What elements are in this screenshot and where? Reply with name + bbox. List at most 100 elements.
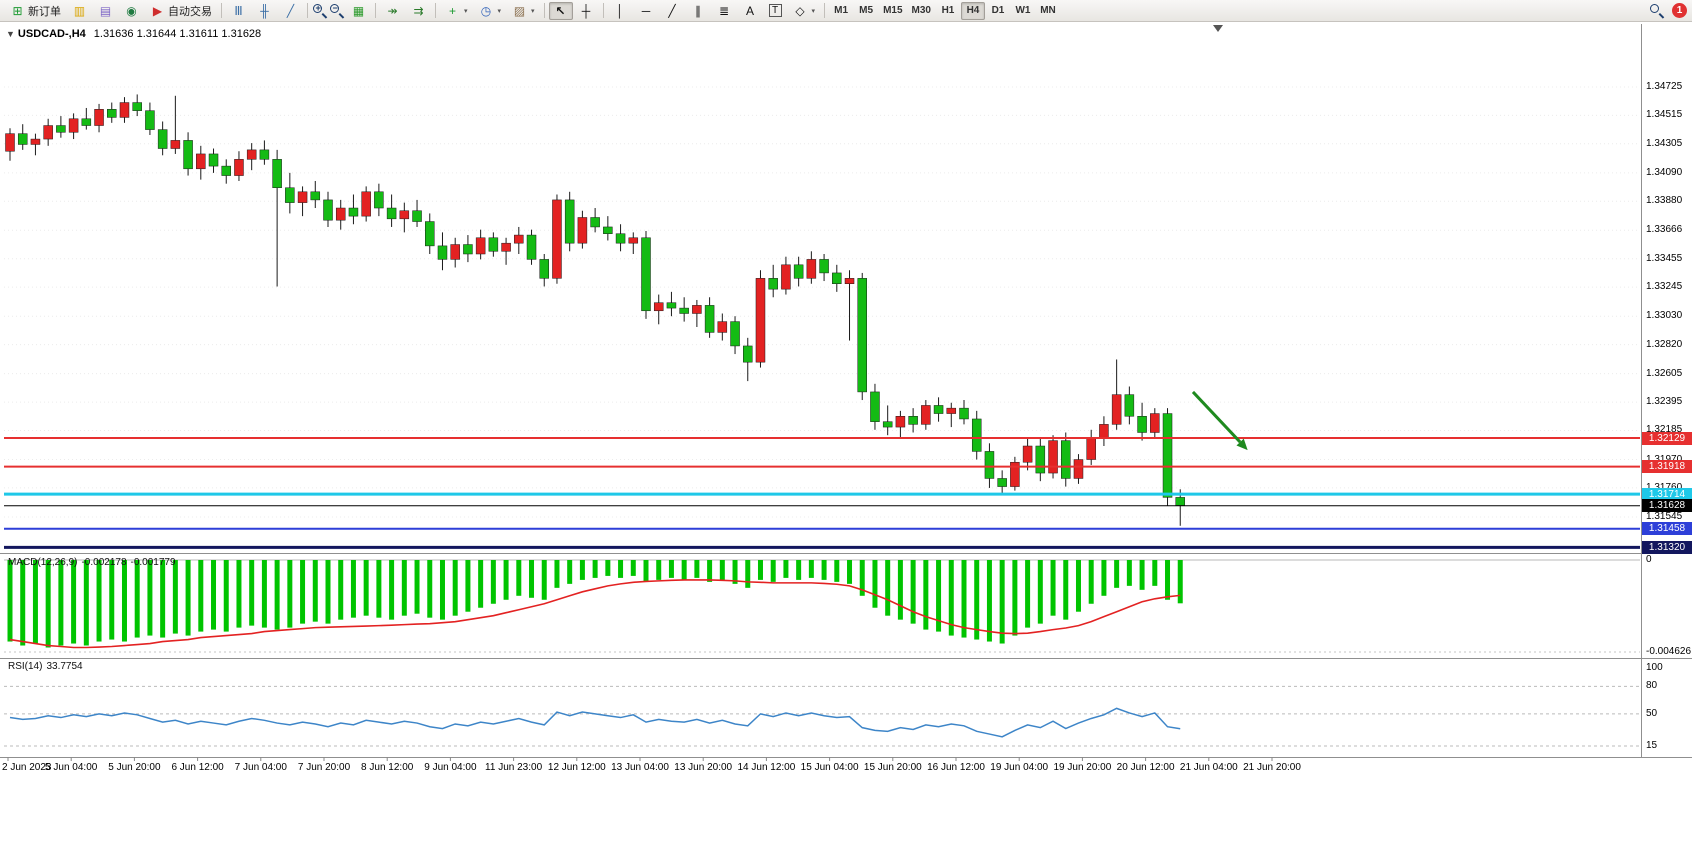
market-watch-icon[interactable]: ▥ bbox=[67, 1, 92, 21]
line-chart-button[interactable]: ╱ bbox=[278, 1, 303, 21]
shapes-button[interactable]: ◇ ▾ bbox=[788, 1, 821, 21]
resistance-line-lower-price-tag[interactable]: 1.31918 bbox=[1642, 460, 1692, 474]
support-line-cyan-price-tag[interactable]: 1.31714 bbox=[1642, 487, 1692, 501]
candle-body bbox=[56, 125, 66, 133]
new-order-button[interactable]: ⊞ 新订单 bbox=[5, 1, 66, 21]
tile-windows-button[interactable]: ▦ bbox=[346, 1, 371, 21]
periods-button[interactable]: ◷ ▾ bbox=[474, 1, 507, 21]
candlestick-chart-button[interactable]: ╫ bbox=[252, 1, 277, 21]
indicators-button[interactable]: + ▾ bbox=[440, 1, 473, 21]
equidistant-channel-button[interactable]: ∥ bbox=[686, 1, 711, 21]
timeframe-m15[interactable]: M15 bbox=[883, 5, 903, 16]
timeframe-d1[interactable]: D1 bbox=[991, 5, 1005, 16]
macd-histogram-bar bbox=[821, 560, 827, 580]
candle-body bbox=[475, 237, 486, 255]
macd-histogram-bar bbox=[172, 560, 178, 634]
autotrading-button[interactable]: ▶ 自动交易 bbox=[145, 1, 217, 21]
macd-histogram-bar bbox=[414, 560, 420, 614]
notification-badge[interactable]: 1 bbox=[1672, 3, 1687, 18]
candle-body bbox=[501, 242, 511, 252]
auto-scroll-button[interactable]: ↠ bbox=[380, 1, 405, 21]
bid-price-line-price-tag[interactable]: 1.31628 bbox=[1642, 499, 1692, 513]
text-label-button[interactable]: T bbox=[764, 1, 787, 21]
community-icon[interactable]: ◉ bbox=[119, 1, 144, 21]
candle-body bbox=[819, 259, 829, 274]
fibonacci-button[interactable]: ≣ bbox=[712, 1, 737, 21]
candle-body bbox=[361, 191, 371, 217]
candle-body bbox=[921, 405, 931, 425]
resistance-line-upper-price-tag[interactable]: 1.32129 bbox=[1642, 431, 1692, 445]
vertical-line-button[interactable]: │ bbox=[608, 1, 633, 21]
macd-signal-line bbox=[9, 579, 1181, 649]
crosshair-icon: ┼ bbox=[581, 3, 591, 18]
text-button[interactable]: A bbox=[738, 1, 763, 21]
candle-body bbox=[653, 302, 664, 312]
candle-body bbox=[1162, 413, 1173, 498]
support-line-blue-price-tag[interactable]: 1.31458 bbox=[1642, 522, 1692, 536]
candle-body bbox=[984, 451, 995, 479]
profiles-icon[interactable]: ▤ bbox=[93, 1, 118, 21]
timeframe-mn[interactable]: MN bbox=[1040, 5, 1056, 16]
timeframe-m1[interactable]: M1 bbox=[834, 5, 849, 16]
macd-histogram-bar bbox=[618, 560, 624, 578]
templates-icon: ▨ bbox=[513, 3, 526, 18]
timeframe-h4[interactable]: H4 bbox=[960, 1, 985, 20]
macd-histogram-bar bbox=[1152, 560, 1158, 586]
macd-histogram-bar bbox=[1139, 560, 1145, 590]
horizontal-line-button[interactable]: ─ bbox=[634, 1, 659, 21]
zoom-out-button[interactable]: − bbox=[329, 3, 345, 19]
collapse-triangle-icon[interactable]: ▼ bbox=[6, 29, 15, 39]
chart-symbol-period: USDCAD-,H4 bbox=[17, 28, 86, 40]
bar-chart-button[interactable]: Ⅲ bbox=[226, 1, 251, 21]
macd-histogram-bar bbox=[668, 560, 674, 578]
candle-body bbox=[1099, 424, 1109, 439]
arrow-annotation-head[interactable] bbox=[1236, 438, 1248, 451]
arrow-annotation-line[interactable] bbox=[1191, 390, 1242, 444]
tile-windows-icon: ▦ bbox=[352, 3, 365, 18]
support-line-navy-price-tag[interactable]: 1.31320 bbox=[1642, 540, 1692, 554]
crosshair-button[interactable]: ┼ bbox=[574, 1, 599, 21]
chevron-down-icon[interactable]: ▾ bbox=[531, 7, 535, 15]
timeframe-m5[interactable]: M5 bbox=[859, 5, 874, 16]
candle-body bbox=[590, 217, 600, 228]
macd-histogram-bar bbox=[401, 560, 407, 616]
macd-histogram-bar bbox=[350, 560, 356, 618]
macd-histogram-bar bbox=[376, 560, 382, 618]
search-button[interactable] bbox=[1649, 3, 1665, 19]
chart-shift-button[interactable]: ⇉ bbox=[406, 1, 431, 21]
chevron-down-icon[interactable]: ▾ bbox=[811, 7, 816, 15]
trendline-button[interactable]: ╱ bbox=[660, 1, 685, 21]
cursor-button[interactable]: ↖ bbox=[548, 1, 573, 20]
timeframe-m30[interactable]: M30 bbox=[911, 5, 931, 16]
candle-body bbox=[514, 234, 524, 244]
profiles-icon-icon: ▤ bbox=[99, 3, 112, 18]
text-icon: A bbox=[746, 3, 755, 18]
chevron-down-icon[interactable]: ▾ bbox=[464, 7, 468, 15]
macd-histogram-bar bbox=[923, 560, 929, 630]
chevron-down-icon[interactable]: ▾ bbox=[497, 7, 502, 15]
candle-body bbox=[1137, 416, 1147, 433]
periods-icon: ◷ bbox=[480, 3, 492, 18]
candle-body bbox=[908, 416, 918, 425]
candle-body bbox=[628, 237, 639, 244]
macd-histogram-bar bbox=[503, 560, 509, 600]
candle-body bbox=[641, 237, 651, 312]
timeframe-h1[interactable]: H1 bbox=[941, 5, 955, 16]
candle-body bbox=[743, 345, 753, 363]
timeframe-w1[interactable]: W1 bbox=[1015, 5, 1031, 16]
macd-histogram-bar bbox=[707, 560, 713, 582]
candle-body bbox=[1048, 440, 1058, 474]
templates-button[interactable]: ▨ ▾ bbox=[507, 1, 540, 21]
indicators-icon: + bbox=[448, 3, 456, 18]
trendline-icon: ╱ bbox=[668, 3, 676, 18]
candle-body bbox=[806, 259, 817, 279]
zoom-in-button[interactable]: + bbox=[312, 3, 328, 19]
autotrading-button-label: 自动交易 bbox=[168, 5, 212, 18]
macd-histogram-bar bbox=[1025, 560, 1031, 628]
chart-shift-marker[interactable] bbox=[1213, 25, 1223, 32]
macd-histogram-bar bbox=[363, 560, 369, 616]
toolbar-separator bbox=[824, 3, 826, 18]
macd-histogram-bar bbox=[643, 560, 649, 582]
macd-histogram-bar bbox=[185, 560, 191, 636]
